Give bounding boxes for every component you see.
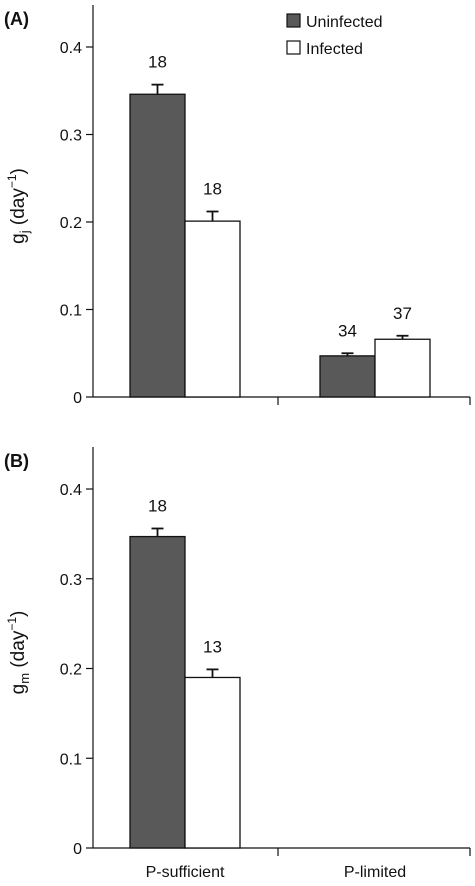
bar-uninfected-p-limited (319, 355, 376, 398)
y-tick-label: 0.2 (60, 662, 82, 679)
legend-label-infected: Infected (306, 41, 363, 58)
y-tick-label: 0.2 (60, 215, 82, 232)
bar-infected-p-sufficient (184, 220, 241, 398)
sample-size-label: 18 (203, 180, 222, 199)
sample-size-label: 18 (148, 53, 167, 72)
sample-size-label: 18 (148, 496, 167, 515)
y-tick-label: 0.1 (60, 303, 82, 320)
y-tick-label: 0 (73, 390, 82, 407)
bar-uninfected-p-sufficient (129, 535, 186, 849)
y-tick-label: 0.1 (60, 751, 82, 768)
y-tick-label: 0 (73, 841, 82, 858)
x-category-label: P-sufficient (146, 864, 225, 881)
y-tick-label: 0.3 (60, 128, 82, 145)
bar-infected-p-limited (374, 338, 431, 398)
panel-a: (A) 0 0.1 0.2 0.3 0.4 gj (day−1) 18 34 18 37 Uninfe… (4, 5, 471, 407)
sample-size-label: 13 (203, 637, 222, 656)
sample-size-label: 34 (338, 321, 357, 340)
legend-label-uninfected: Uninfected (306, 14, 383, 31)
panel-label: (A) (4, 9, 29, 29)
bar-infected-p-sufficient (184, 676, 241, 849)
y-tick-label: 0.4 (60, 40, 82, 57)
panel-b: (B) 0 0.1 0.2 0.3 0.4 gm (day−1) 18 13 P-sufficie… (4, 447, 471, 881)
y-tick-label: 0.4 (60, 482, 82, 499)
legend: Uninfected Infected (286, 13, 383, 58)
panel-label: (B) (4, 451, 29, 471)
y-tick-label: 0.3 (60, 572, 82, 589)
legend-swatch-uninfected (286, 13, 301, 28)
y-axis-label: gj (day−1) (5, 168, 32, 244)
legend-swatch-infected (286, 40, 301, 55)
bar-uninfected-p-sufficient (129, 93, 186, 398)
y-axis-label: gm (day−1) (5, 611, 32, 695)
sample-size-label: 37 (393, 304, 412, 323)
x-category-label: P-limited (344, 864, 406, 881)
